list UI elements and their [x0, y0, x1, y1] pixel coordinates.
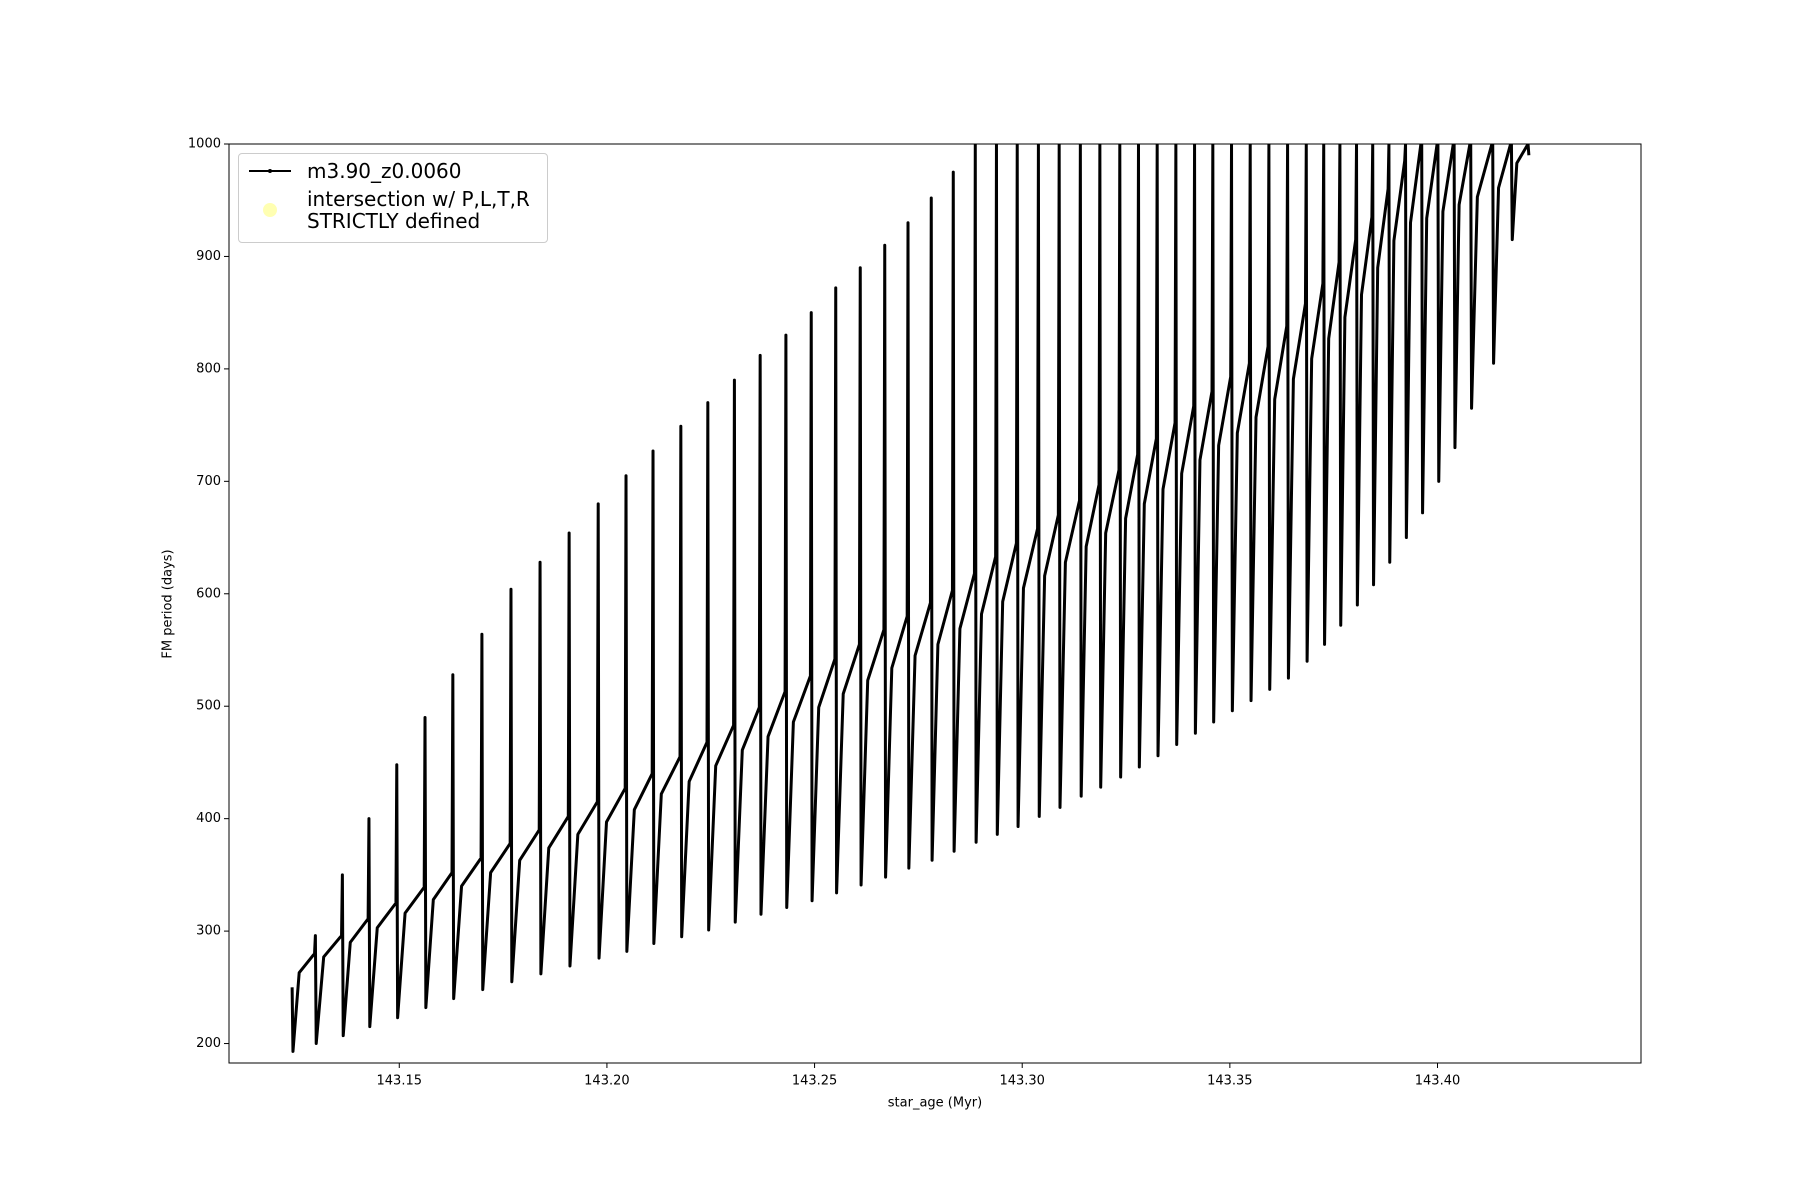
x-tick-label: 143.40 [1415, 1074, 1461, 1089]
y-tick-label: 500 [196, 699, 221, 714]
x-axis-label: star_age (Myr) [888, 1096, 982, 1111]
x-tick-label: 143.30 [999, 1074, 1045, 1089]
y-tick-label: 200 [196, 1036, 221, 1051]
y-tick-label: 900 [196, 249, 221, 264]
legend-symbol [263, 203, 277, 217]
legend-label: m3.90_z0.0060 [307, 159, 462, 183]
y-tick-label: 700 [196, 474, 221, 489]
x-tick-label: 143.15 [377, 1074, 423, 1089]
legend: m3.90_z0.0060 intersection w/ P,L,T,R STR… [238, 153, 548, 243]
y-axis-label: FM period (days) [161, 549, 176, 658]
data-line [290, 144, 1531, 1053]
legend-marker [268, 169, 272, 173]
legend-symbol [249, 169, 291, 173]
x-tick-label: 143.20 [584, 1074, 630, 1089]
legend-label: intersection w/ P,L,T,R STRICTLY defined [307, 187, 530, 233]
y-tick-label: 600 [196, 586, 221, 601]
y-tick-label: 1000 [188, 137, 221, 152]
y-tick-label: 800 [196, 361, 221, 376]
x-tick-label: 143.25 [792, 1074, 838, 1089]
x-tick-label: 143.35 [1207, 1074, 1253, 1089]
plot-frame [228, 143, 1642, 1064]
legend-marker [263, 203, 277, 217]
y-tick-label: 400 [196, 811, 221, 826]
y-tick-label: 300 [196, 924, 221, 939]
